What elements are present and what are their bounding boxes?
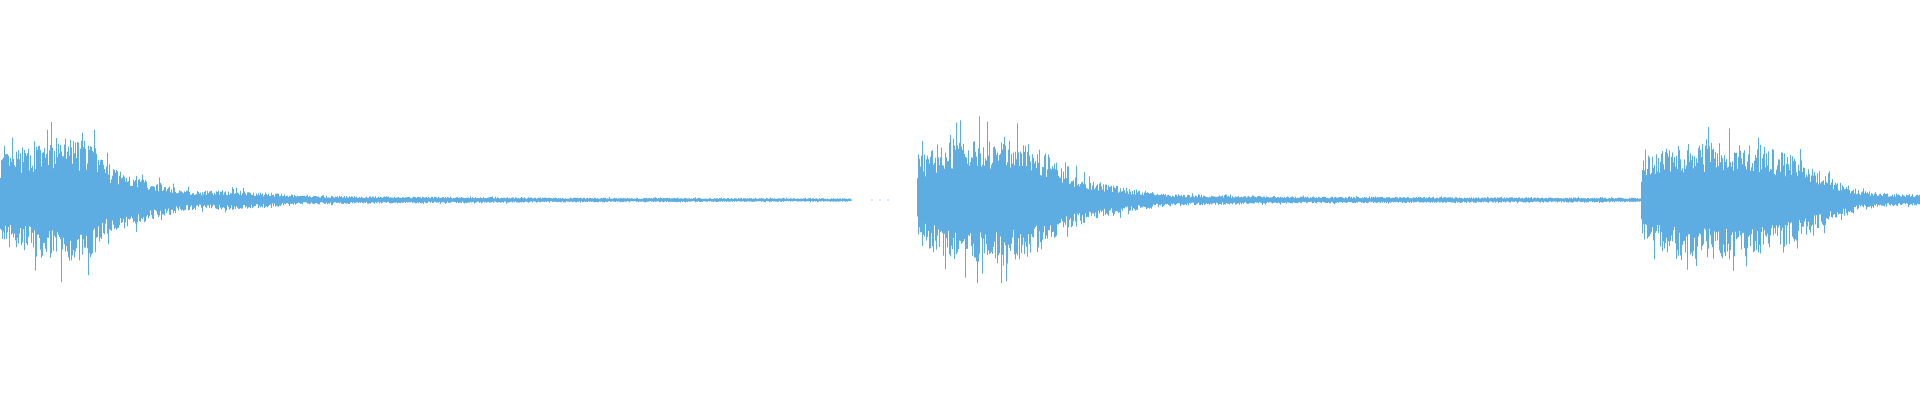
waveform-trace: [0, 116, 1920, 284]
